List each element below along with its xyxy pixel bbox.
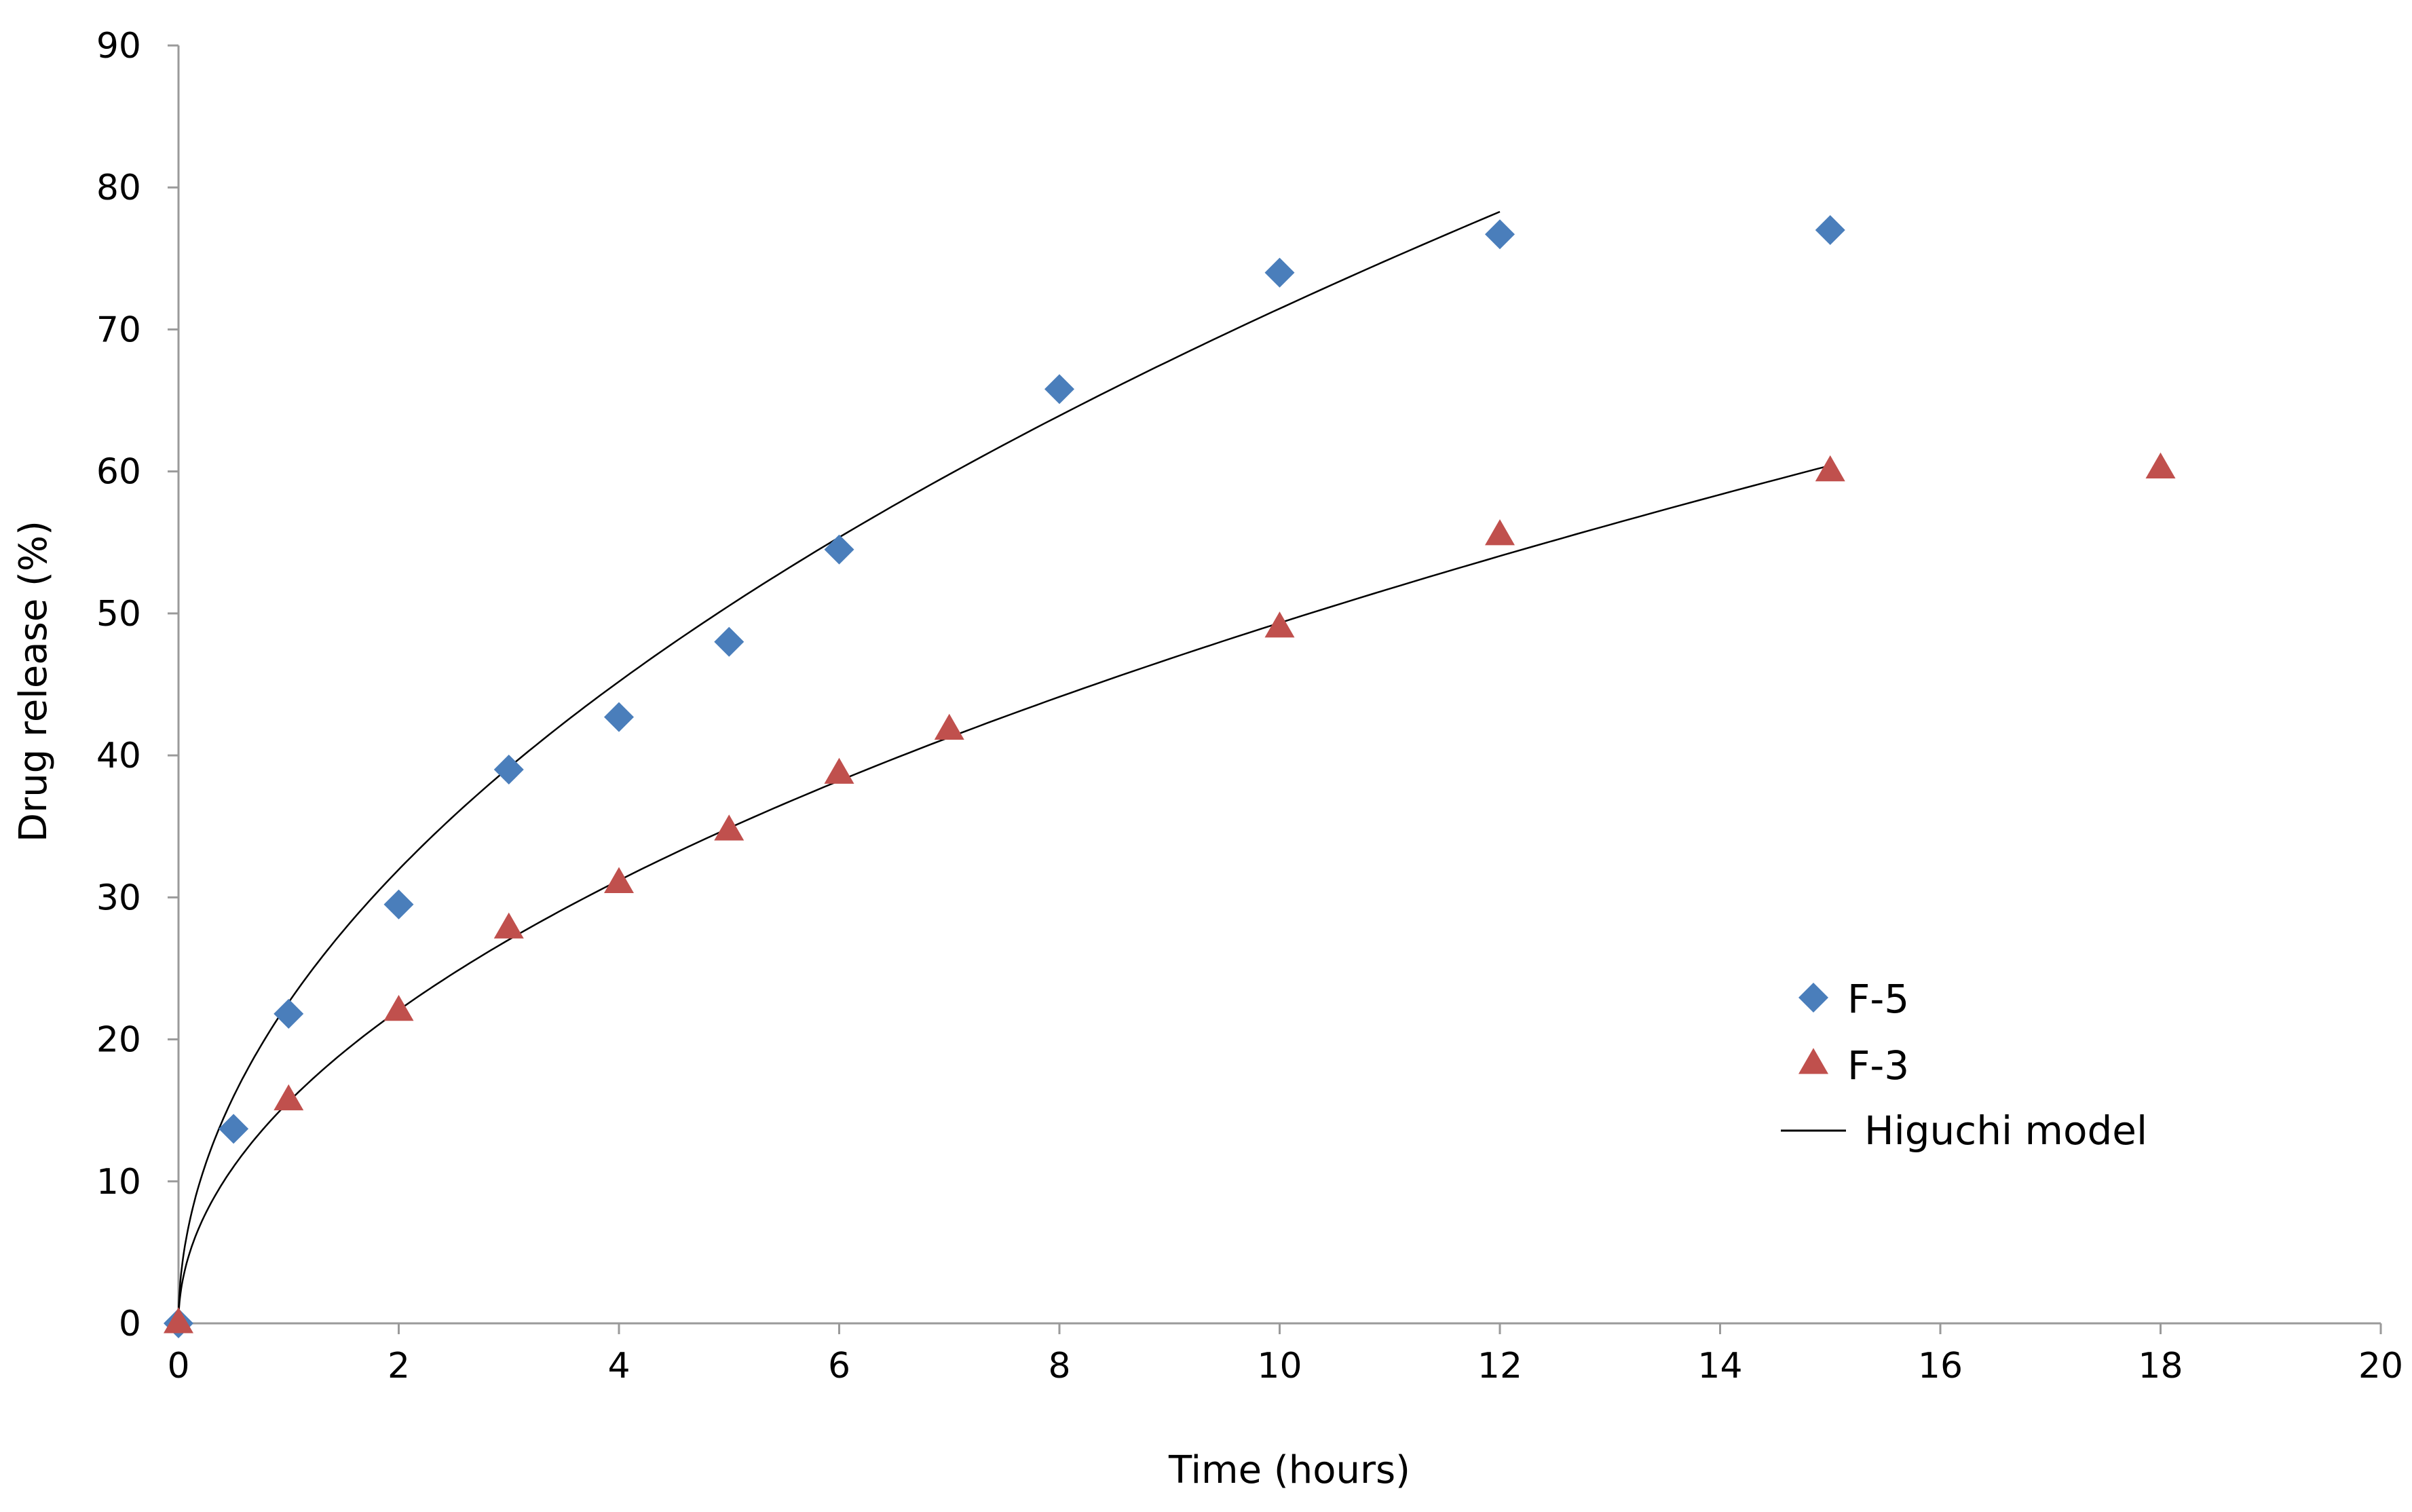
x-tick-label: 12 <box>1477 1346 1522 1386</box>
legend: F-5 F-3 Higuchi model <box>1781 976 2147 1154</box>
data-points <box>164 214 2176 1338</box>
y-tick-label: 10 <box>96 1162 141 1203</box>
legend-marker-f-5 <box>1798 983 1828 1013</box>
data-point-f-3 <box>824 757 854 784</box>
x-tick-label: 14 <box>1697 1346 1742 1386</box>
axes: 0 2 4 6 8 10 12 14 16 18 20 0 10 20 30 40 50 60 70 80 90 <box>96 26 2403 1386</box>
y-tick-label: 60 <box>96 452 141 493</box>
data-point-f-3 <box>714 814 745 841</box>
data-point-f-5 <box>219 1114 249 1144</box>
x-tick-label: 2 <box>388 1346 410 1386</box>
y-tick-label: 50 <box>96 594 141 635</box>
data-point-f-5 <box>1264 257 1295 288</box>
y-tick-label: 30 <box>96 877 141 918</box>
x-axis-title: Time (hours) <box>1168 1448 1410 1492</box>
y-tick-label: 0 <box>119 1304 141 1344</box>
legend-label-f-3: F-3 <box>1847 1042 1909 1089</box>
x-tick-label: 16 <box>1918 1346 1963 1386</box>
y-tick-label: 70 <box>96 309 141 350</box>
data-point-f-5 <box>383 889 414 920</box>
data-point-f-5 <box>604 702 634 732</box>
higuchi-model-curves <box>177 210 1831 1324</box>
y-tick-label: 90 <box>96 26 141 67</box>
data-point-f-5 <box>714 626 745 657</box>
x-tick-label: 20 <box>2358 1346 2403 1386</box>
legend-marker-f-3 <box>1798 1048 1828 1074</box>
y-tick-label: 20 <box>96 1020 141 1061</box>
x-tick-label: 18 <box>2138 1346 2183 1386</box>
data-point-f-3 <box>493 912 524 939</box>
data-point-f-3 <box>164 1307 193 1334</box>
data-point-f-3 <box>2145 452 2176 479</box>
data-point-f-5 <box>493 755 524 785</box>
x-tick-label: 0 <box>167 1346 189 1386</box>
x-tick-label: 8 <box>1048 1346 1070 1386</box>
higuchi-curve-f-3 <box>177 464 1831 1324</box>
legend-label-higuchi-model: Higuchi model <box>1864 1108 2147 1154</box>
y-tick-label: 40 <box>96 736 141 776</box>
data-point-f-3 <box>604 867 634 893</box>
legend-label-f-5: F-5 <box>1847 976 1909 1022</box>
data-point-f-3 <box>274 1084 304 1111</box>
y-tick-label: 80 <box>96 168 141 208</box>
data-point-f-3 <box>1815 455 1845 482</box>
data-point-f-3 <box>934 713 964 740</box>
x-tick-label: 6 <box>828 1346 850 1386</box>
data-point-f-5 <box>1044 374 1074 404</box>
data-point-f-3 <box>383 994 414 1021</box>
data-point-f-3 <box>1264 611 1295 638</box>
data-point-f-3 <box>1485 519 1515 546</box>
data-point-f-5 <box>274 998 304 1029</box>
data-point-f-5 <box>1485 219 1515 250</box>
x-tick-label: 4 <box>607 1346 630 1386</box>
data-point-f-5 <box>824 534 854 565</box>
data-point-f-5 <box>1815 214 1845 245</box>
y-axis-title: Drug release (%) <box>12 521 56 842</box>
x-tick-label: 10 <box>1257 1346 1302 1386</box>
